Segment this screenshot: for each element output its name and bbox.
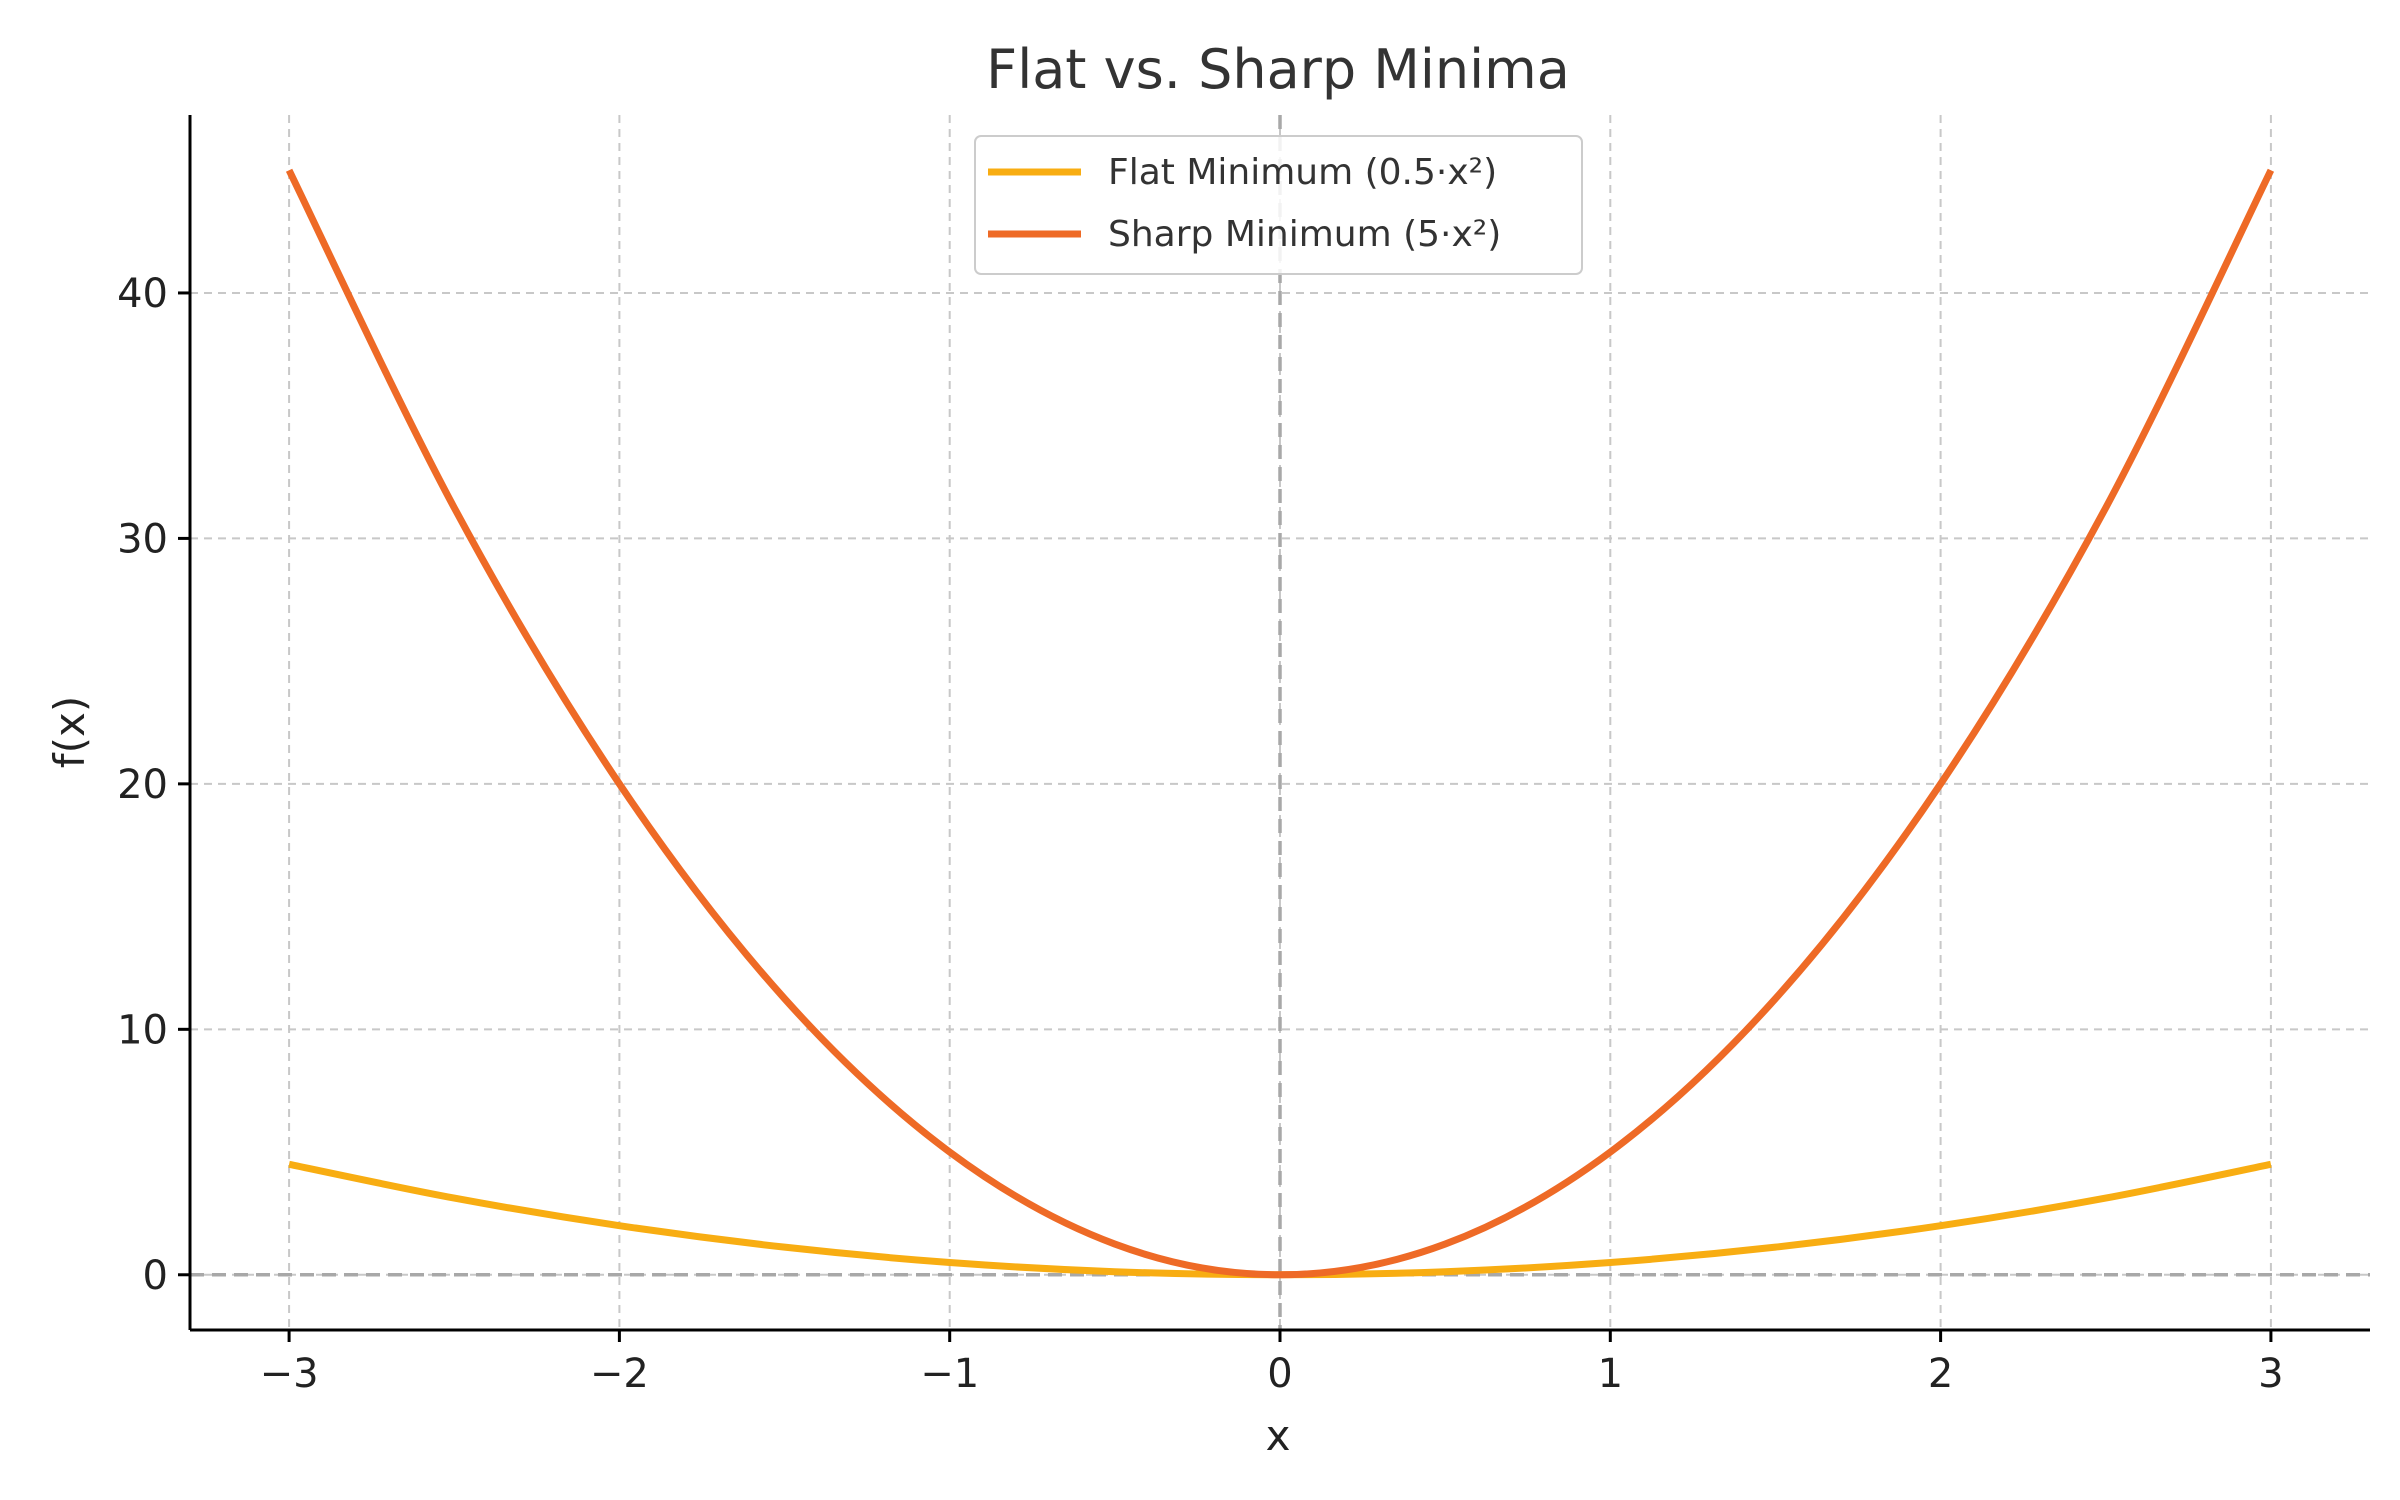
legend-label-flat: Flat Minimum (0.5·x²): [1108, 152, 1497, 193]
legend: Flat Minimum (0.5·x²) Sharp Minimum (5·x…: [974, 135, 1583, 275]
x-tick-label: 0: [1267, 1351, 1292, 1397]
y-tick-label: 30: [117, 516, 168, 562]
x-tick-label: 1: [1598, 1351, 1623, 1397]
legend-label-sharp: Sharp Minimum (5·x²): [1108, 214, 1501, 255]
x-tick-label: −3: [260, 1351, 319, 1397]
y-tick-label: 0: [143, 1253, 168, 1299]
legend-box: [974, 135, 1583, 275]
x-tick-label: −2: [590, 1351, 649, 1397]
reference-lines: [190, 115, 2370, 1330]
y-tick-label: 20: [117, 762, 168, 808]
x-tick-label: 2: [1928, 1351, 1953, 1397]
y-axis-label: f(x): [45, 696, 94, 768]
y-tick-label: 10: [117, 1007, 168, 1053]
y-tick-label: 40: [117, 271, 168, 317]
x-axis-label: x: [1266, 1411, 1291, 1460]
series-group: [285, 168, 2275, 1279]
x-tick-label: −1: [920, 1351, 979, 1397]
x-tick-label: 3: [2258, 1351, 2283, 1397]
series-line-sharp: [285, 168, 2275, 1279]
chart-title: Flat vs. Sharp Minima: [986, 38, 1570, 101]
